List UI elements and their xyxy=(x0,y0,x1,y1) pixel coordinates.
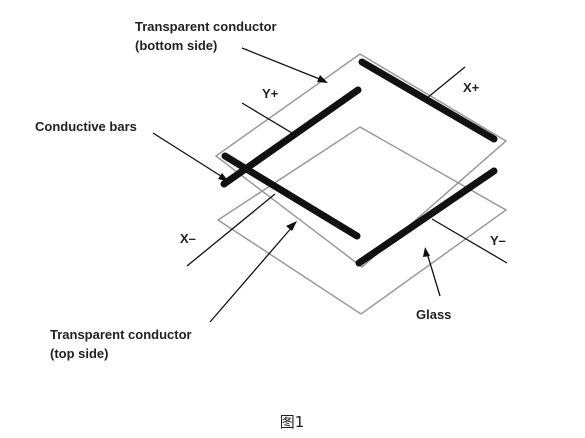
figure-caption: 图1 xyxy=(280,413,305,431)
label-y-plus: Y+ xyxy=(262,86,279,101)
conductive-bar-x-plus xyxy=(358,58,498,143)
label-transparent-bottom-line2: (bottom side) xyxy=(135,38,217,53)
arrowhead-glass xyxy=(423,247,430,257)
label-transparent-bottom-line1: Transparent conductor xyxy=(135,19,277,34)
conductive-bar-y-minus xyxy=(355,167,498,267)
lower-transparent-panel xyxy=(216,126,508,315)
label-x-minus: X– xyxy=(180,231,196,246)
arrowhead-transparent-bottom xyxy=(317,75,328,83)
label-transparent-top-line1: Transparent conductor xyxy=(50,327,192,342)
leader-glass xyxy=(426,252,441,297)
label-conductive-bars: Conductive bars xyxy=(35,119,137,134)
label-x-plus: X+ xyxy=(463,80,480,95)
arrowhead-conductive-bars xyxy=(218,173,229,182)
leader-transparent-top xyxy=(209,225,294,323)
leader-y-minus xyxy=(431,218,508,264)
upper-transparent-panel xyxy=(214,53,508,268)
leader-x-plus xyxy=(426,66,466,99)
leader-x-minus xyxy=(186,193,276,267)
label-glass: Glass xyxy=(416,307,451,322)
leader-conductive-bars xyxy=(152,132,225,179)
arrowhead-transparent-top xyxy=(286,221,297,231)
leader-y-plus xyxy=(241,102,293,134)
conductive-bar-x-minus xyxy=(221,152,361,240)
label-y-minus: Y– xyxy=(490,233,506,248)
label-transparent-top-line2: (top side) xyxy=(50,346,109,361)
leader-transparent-bottom xyxy=(241,47,323,81)
